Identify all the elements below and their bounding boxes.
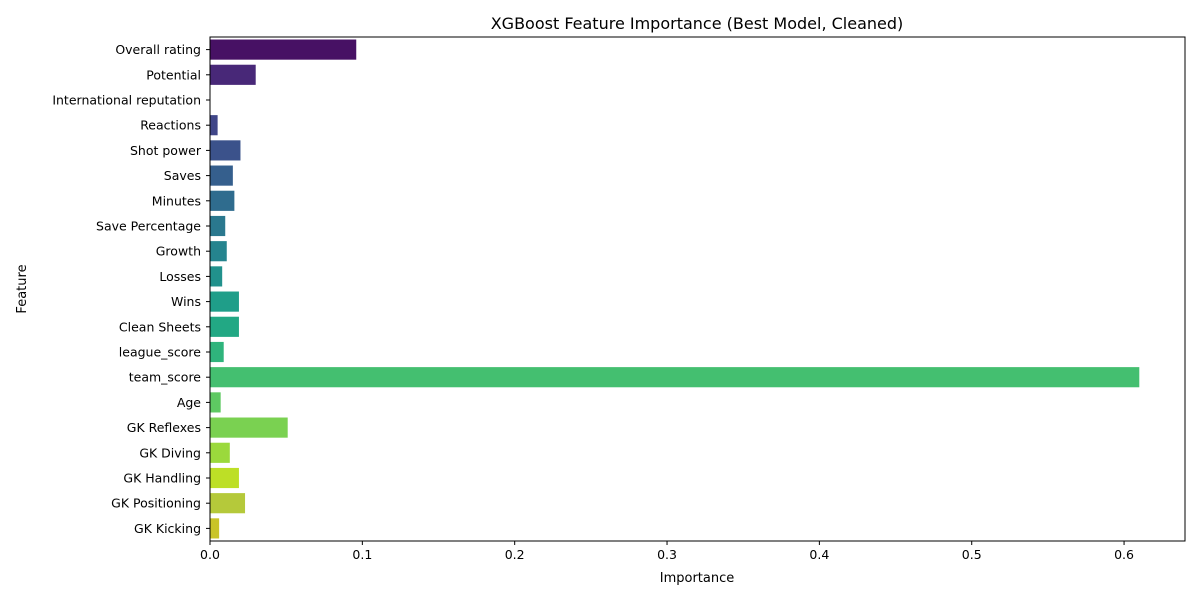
bar-growth (210, 241, 227, 262)
bar-saves (210, 165, 233, 186)
plot-frame (209, 36, 1186, 542)
y-tick-label: Clean Sheets (119, 319, 201, 334)
x-ticks-group: 0.0 0.1 0.2 0.3 0.4 0.5 0.6 (200, 541, 1134, 562)
y-axis-label: Feature (15, 264, 30, 313)
y-tick-label: Losses (159, 269, 201, 284)
y-tick-label: International reputation (52, 93, 201, 108)
bar-team-score (210, 367, 1140, 388)
y-tick-label: team_score (129, 370, 202, 385)
bar-league-score (210, 341, 224, 363)
y-tick-label: league_score (119, 345, 202, 360)
bar-overall-rating (210, 39, 357, 60)
bar-wins (210, 291, 239, 312)
x-tick-label: 0.1 (352, 547, 372, 562)
bar-gk-kicking (210, 518, 220, 539)
x-tick-label: 0.4 (809, 547, 829, 562)
y-tick-label: Save Percentage (96, 219, 201, 234)
y-tick-label: Growth (156, 244, 201, 259)
bar-save-percentage (210, 215, 226, 237)
bar-gk-diving (210, 442, 230, 463)
y-tick-label: Minutes (152, 193, 201, 208)
x-tick-label: 0.6 (1114, 547, 1134, 562)
y-tick-label: Overall rating (115, 42, 201, 57)
y-ticks-group: Overall rating Potential International rep… (52, 42, 210, 536)
y-tick-label: Shot power (130, 143, 202, 158)
y-tick-label: Age (177, 395, 201, 410)
bar-shot-power (210, 140, 241, 161)
bar-reactions (210, 115, 218, 136)
y-tick-label: GK Handling (123, 471, 201, 486)
bars-group (210, 39, 1140, 539)
y-tick-label: Potential (146, 67, 201, 82)
y-tick-label: Saves (164, 168, 201, 183)
y-tick-label: Reactions (140, 118, 201, 133)
bar-gk-positioning (210, 493, 246, 514)
bar-potential (210, 64, 256, 85)
bar-losses (210, 266, 223, 287)
y-tick-label: GK Positioning (111, 496, 201, 511)
y-tick-label: GK Diving (139, 445, 201, 460)
bar-minutes (210, 190, 235, 211)
y-tick-label: Wins (171, 294, 201, 309)
x-tick-label: 0.5 (962, 547, 982, 562)
bar-age (210, 392, 221, 413)
x-tick-label: 0.0 (200, 547, 220, 562)
y-tick-label: GK Kicking (134, 521, 201, 536)
x-tick-label: 0.2 (505, 547, 525, 562)
bar-clean-sheets (210, 316, 239, 337)
bar-gk-handling (210, 467, 239, 489)
x-tick-label: 0.3 (657, 547, 677, 562)
chart-title: XGBoost Feature Importance (Best Model, … (491, 14, 904, 33)
y-tick-label: GK Reflexes (127, 420, 201, 435)
x-axis-label: Importance (660, 571, 735, 586)
bar-gk-reflexes (210, 417, 288, 438)
